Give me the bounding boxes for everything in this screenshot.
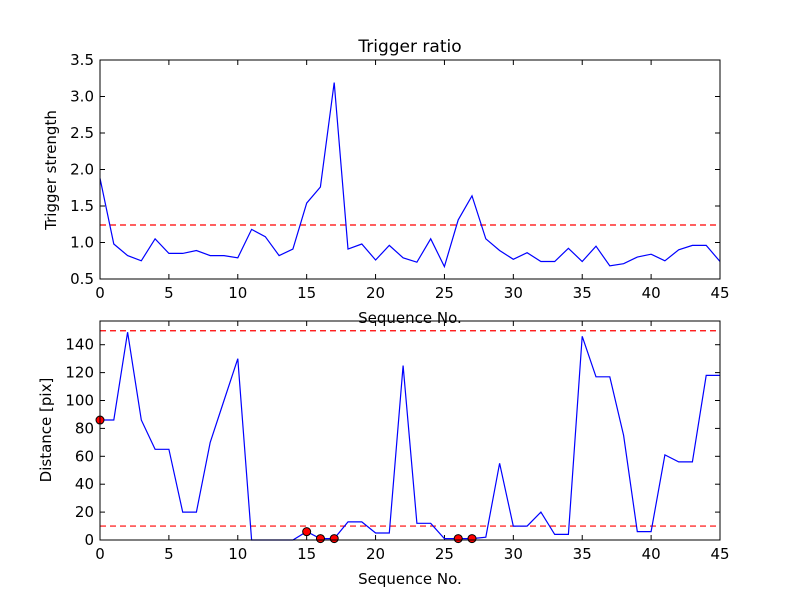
data-point-marker — [453, 534, 463, 544]
y-tick-label: 3.0 — [70, 88, 94, 106]
x-tick-label: 15 — [297, 545, 316, 563]
y-tick-label: 3.5 — [70, 51, 94, 69]
y-tick-label: 1.0 — [70, 234, 94, 252]
threshold-layer — [100, 330, 720, 527]
y-tick-label: 20 — [75, 503, 94, 521]
data-point-marker — [329, 534, 339, 544]
x-tick-label: 0 — [95, 545, 105, 563]
x-tick-label: 40 — [642, 284, 661, 302]
tick-layer: 0 5 10 15 20 25 30 35 40 45 0.5 1.0 1.5 2.0 2.5 3.0 3.5 — [70, 51, 729, 302]
y-axis-label: Trigger strength — [42, 110, 60, 231]
x-tick-label: 25 — [435, 284, 454, 302]
series-line — [100, 332, 720, 541]
trigger-ratio-chart: Trigger ratio Trigger strength Sequence … — [42, 37, 730, 327]
x-tick-label: 30 — [504, 284, 523, 302]
x-tick-label: 30 — [504, 545, 523, 563]
x-tick-label: 5 — [164, 284, 174, 302]
x-tick-label: 0 — [95, 284, 105, 302]
x-tick-label: 40 — [642, 545, 661, 563]
y-tick-label: 2.0 — [70, 161, 94, 179]
x-tick-label: 35 — [573, 284, 592, 302]
x-tick-label: 25 — [435, 545, 454, 563]
series-layer — [99, 82, 721, 269]
plot-area-frame — [99, 320, 721, 541]
y-tick-label: 2.5 — [70, 124, 94, 142]
data-point-marker — [467, 534, 477, 544]
data-point-marker — [302, 527, 312, 537]
distance-chart: Distance [pix] Sequence No. 0 5 10 15 20 25 30… — [37, 320, 730, 588]
x-tick-label: 45 — [710, 545, 729, 563]
y-tick-label: 60 — [75, 447, 94, 465]
x-tick-label: 45 — [710, 284, 729, 302]
series-line — [99, 82, 721, 269]
y-tick-label: 80 — [75, 419, 94, 437]
y-tick-label: 1.5 — [70, 197, 94, 215]
x-axis-label: Sequence No. — [358, 570, 462, 588]
y-axis-label: Distance [pix] — [37, 378, 55, 483]
x-tick-label: 5 — [164, 545, 174, 563]
x-tick-label: 15 — [297, 284, 316, 302]
y-tick-label: 120 — [65, 364, 94, 382]
y-tick-label: 140 — [65, 336, 94, 354]
x-axis-label: Sequence No. — [358, 309, 462, 327]
x-tick-label: 10 — [228, 284, 247, 302]
plot-area-frame — [99, 59, 721, 280]
data-point-marker — [315, 534, 325, 544]
x-tick-label: 35 — [573, 545, 592, 563]
tick-layer: 0 5 10 15 20 25 30 35 40 45 0 20 40 60 80 100 120 140 — [65, 321, 730, 563]
x-tick-label: 20 — [366, 284, 385, 302]
y-tick-label: 40 — [75, 475, 94, 493]
y-tick-label: 100 — [65, 392, 94, 410]
series-layer — [100, 332, 720, 541]
chart-title: Trigger ratio — [357, 37, 461, 57]
x-tick-label: 20 — [366, 545, 385, 563]
x-tick-label: 10 — [228, 545, 247, 563]
y-tick-label: 0.5 — [70, 270, 94, 288]
y-tick-label: 0 — [84, 531, 94, 549]
